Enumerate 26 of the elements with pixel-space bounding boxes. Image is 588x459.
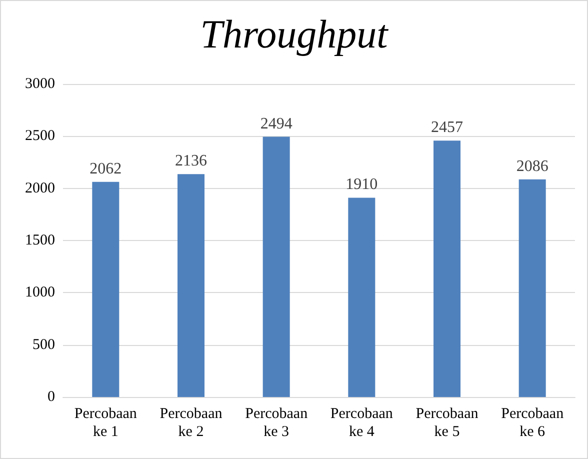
data-label: 1910 (346, 176, 378, 194)
bar (518, 179, 546, 397)
x-tick-label: Percobaan ke 1 (74, 406, 138, 440)
data-label: 2062 (90, 160, 122, 178)
chart-title: Throughput (200, 12, 389, 56)
x-tick-label: Percobaan ke 4 (330, 406, 394, 440)
data-label: 2136 (175, 152, 207, 170)
x-tick-label: Percobaan ke 6 (501, 406, 564, 440)
bar (178, 174, 204, 397)
bar (92, 182, 120, 397)
data-label: 2457 (431, 119, 463, 136)
data-label: 2494 (260, 115, 292, 132)
x-tick-label: Percobaan ke 3 (245, 406, 308, 440)
x-tick-label: Percobaan ke 5 (416, 406, 479, 440)
data-label: 2086 (516, 158, 548, 175)
y-tick-label: 1000 (25, 284, 55, 301)
y-tick-label: 2000 (25, 180, 55, 196)
bar (434, 140, 460, 397)
y-tick-label: 3000 (25, 76, 55, 92)
x-tick-label: Percobaan ke 2 (160, 406, 223, 440)
y-tick-label: 0 (48, 389, 55, 405)
y-tick-label: 2500 (25, 128, 55, 144)
y-tick-label: 500 (32, 336, 55, 353)
bar (262, 136, 290, 397)
bar (348, 198, 376, 397)
y-tick-label: 1500 (25, 232, 55, 248)
